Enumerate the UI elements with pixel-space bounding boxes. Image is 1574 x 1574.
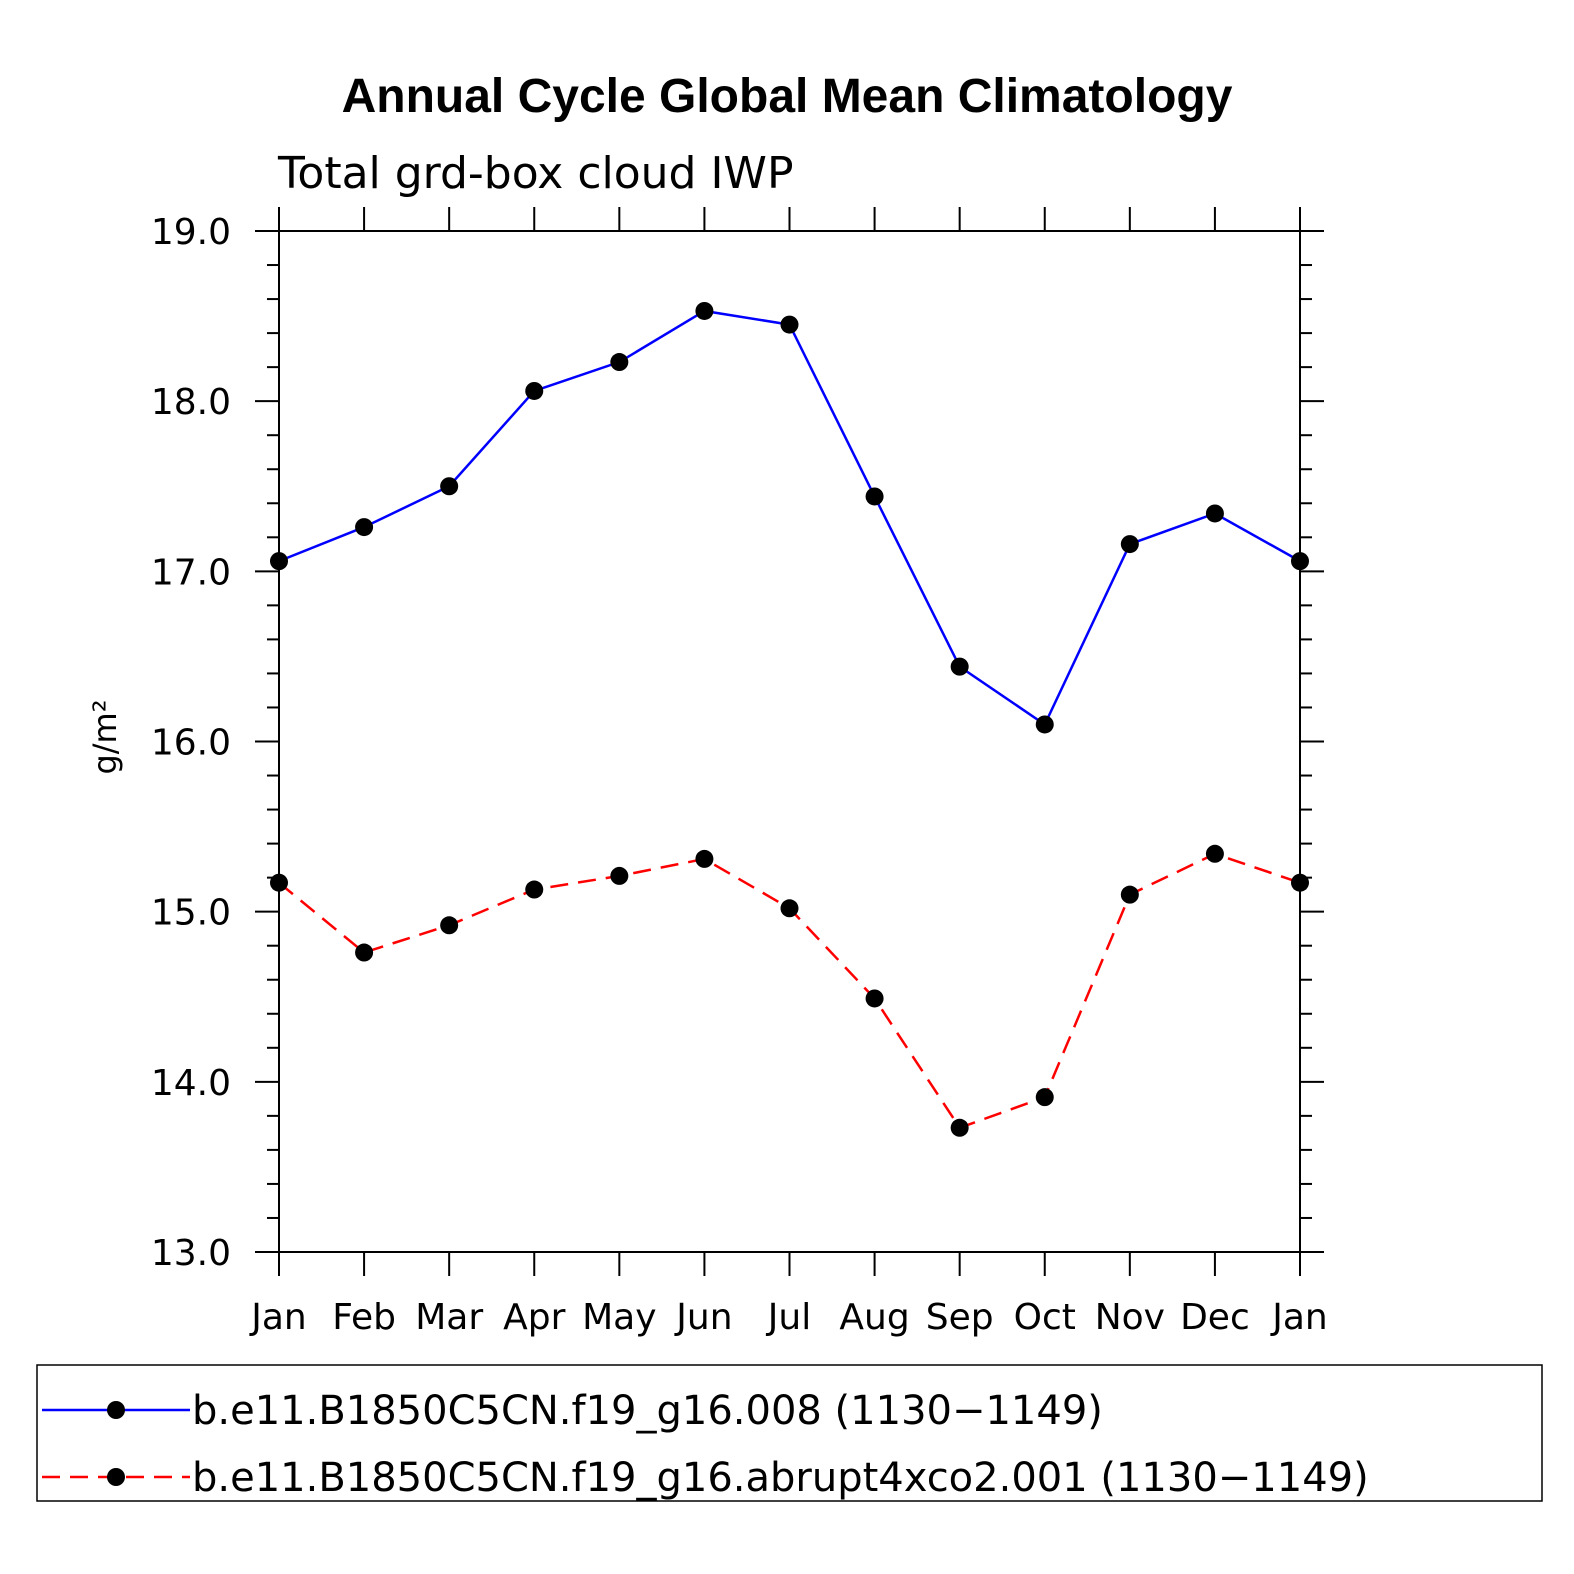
plot-frame (278, 230, 1301, 1253)
data-point (865, 487, 884, 506)
x-tick-label: Jan (1270, 1297, 1328, 1338)
y-tick-label: 19.0 (151, 212, 231, 253)
data-point (355, 943, 374, 962)
y-tick-label: 13.0 (151, 1233, 231, 1274)
data-point (610, 866, 629, 885)
data-point (1120, 885, 1139, 904)
x-tick-label: Jul (766, 1297, 811, 1338)
data-point (695, 849, 714, 868)
x-tick-label: Dec (1180, 1297, 1250, 1338)
x-tick-label: Nov (1095, 1297, 1165, 1338)
series-layer (270, 301, 1309, 1137)
series-line (278, 852, 1301, 1130)
data-point (610, 353, 629, 372)
x-tick-label: Jan (249, 1297, 307, 1338)
legend-marker (107, 1468, 125, 1486)
data-point (780, 315, 799, 334)
x-tick-label: May (582, 1297, 656, 1338)
legend-label: b.e11.B1850C5CN.f19_g16.008 (1130−1149) (192, 1388, 1103, 1434)
legend-entry-1: b.e11.B1850C5CN.f19_g16.008 (1130−1149) (42, 1388, 1103, 1434)
data-point (695, 301, 714, 320)
series-1 (270, 301, 1309, 734)
y-tick-label: 16.0 (151, 723, 231, 764)
x-tick-label: Jun (674, 1297, 732, 1338)
series-2 (270, 844, 1309, 1137)
data-point (1120, 535, 1139, 554)
data-point (1205, 504, 1224, 523)
data-point (1035, 1088, 1054, 1107)
data-point (270, 552, 288, 571)
data-point (440, 916, 459, 935)
data-point (1291, 552, 1309, 571)
x-tick-label: Aug (839, 1297, 909, 1338)
data-point (1291, 873, 1309, 892)
x-tick-label: Mar (415, 1297, 483, 1338)
data-point (270, 873, 288, 892)
x-tick-label: Oct (1014, 1297, 1076, 1338)
x-tick-label: Feb (332, 1297, 396, 1338)
data-point (950, 657, 969, 676)
legend-entry-2: b.e11.B1850C5CN.f19_g16.abrupt4xco2.001 … (42, 1455, 1369, 1501)
y-tick-label: 18.0 (151, 382, 231, 423)
y-tick-label: 17.0 (151, 552, 231, 593)
x-tick-label: Apr (503, 1297, 565, 1338)
y-tick-label: 15.0 (151, 893, 231, 934)
chart-subtitle: Total grd-box cloud IWP (277, 148, 793, 199)
data-point (525, 381, 544, 400)
y-tick-label: 14.0 (151, 1063, 231, 1104)
data-point (355, 518, 374, 537)
data-point (780, 899, 799, 918)
chart-title: Annual Cycle Global Mean Climatology (342, 70, 1233, 123)
x-tick-label: Sep (926, 1297, 994, 1338)
axes: 13.0 14.0 15.0 16.0 17.0 18.0 19.0 Jan Feb Mar Apr… (151, 207, 1328, 1338)
data-point (865, 989, 884, 1008)
legend-marker (107, 1401, 125, 1419)
legend-label: b.e11.B1850C5CN.f19_g16.abrupt4xco2.001 … (192, 1455, 1369, 1501)
data-point (525, 880, 544, 899)
y-axis-label: g/m² (86, 699, 124, 774)
legend-box (36, 1364, 1543, 1502)
data-point (1035, 715, 1054, 734)
legend: b.e11.B1850C5CN.f19_g16.008 (1130−1149) b… (36, 1364, 1543, 1502)
series-line (278, 309, 1301, 727)
data-point (1205, 844, 1224, 863)
data-point (440, 477, 459, 496)
data-point (950, 1118, 969, 1137)
